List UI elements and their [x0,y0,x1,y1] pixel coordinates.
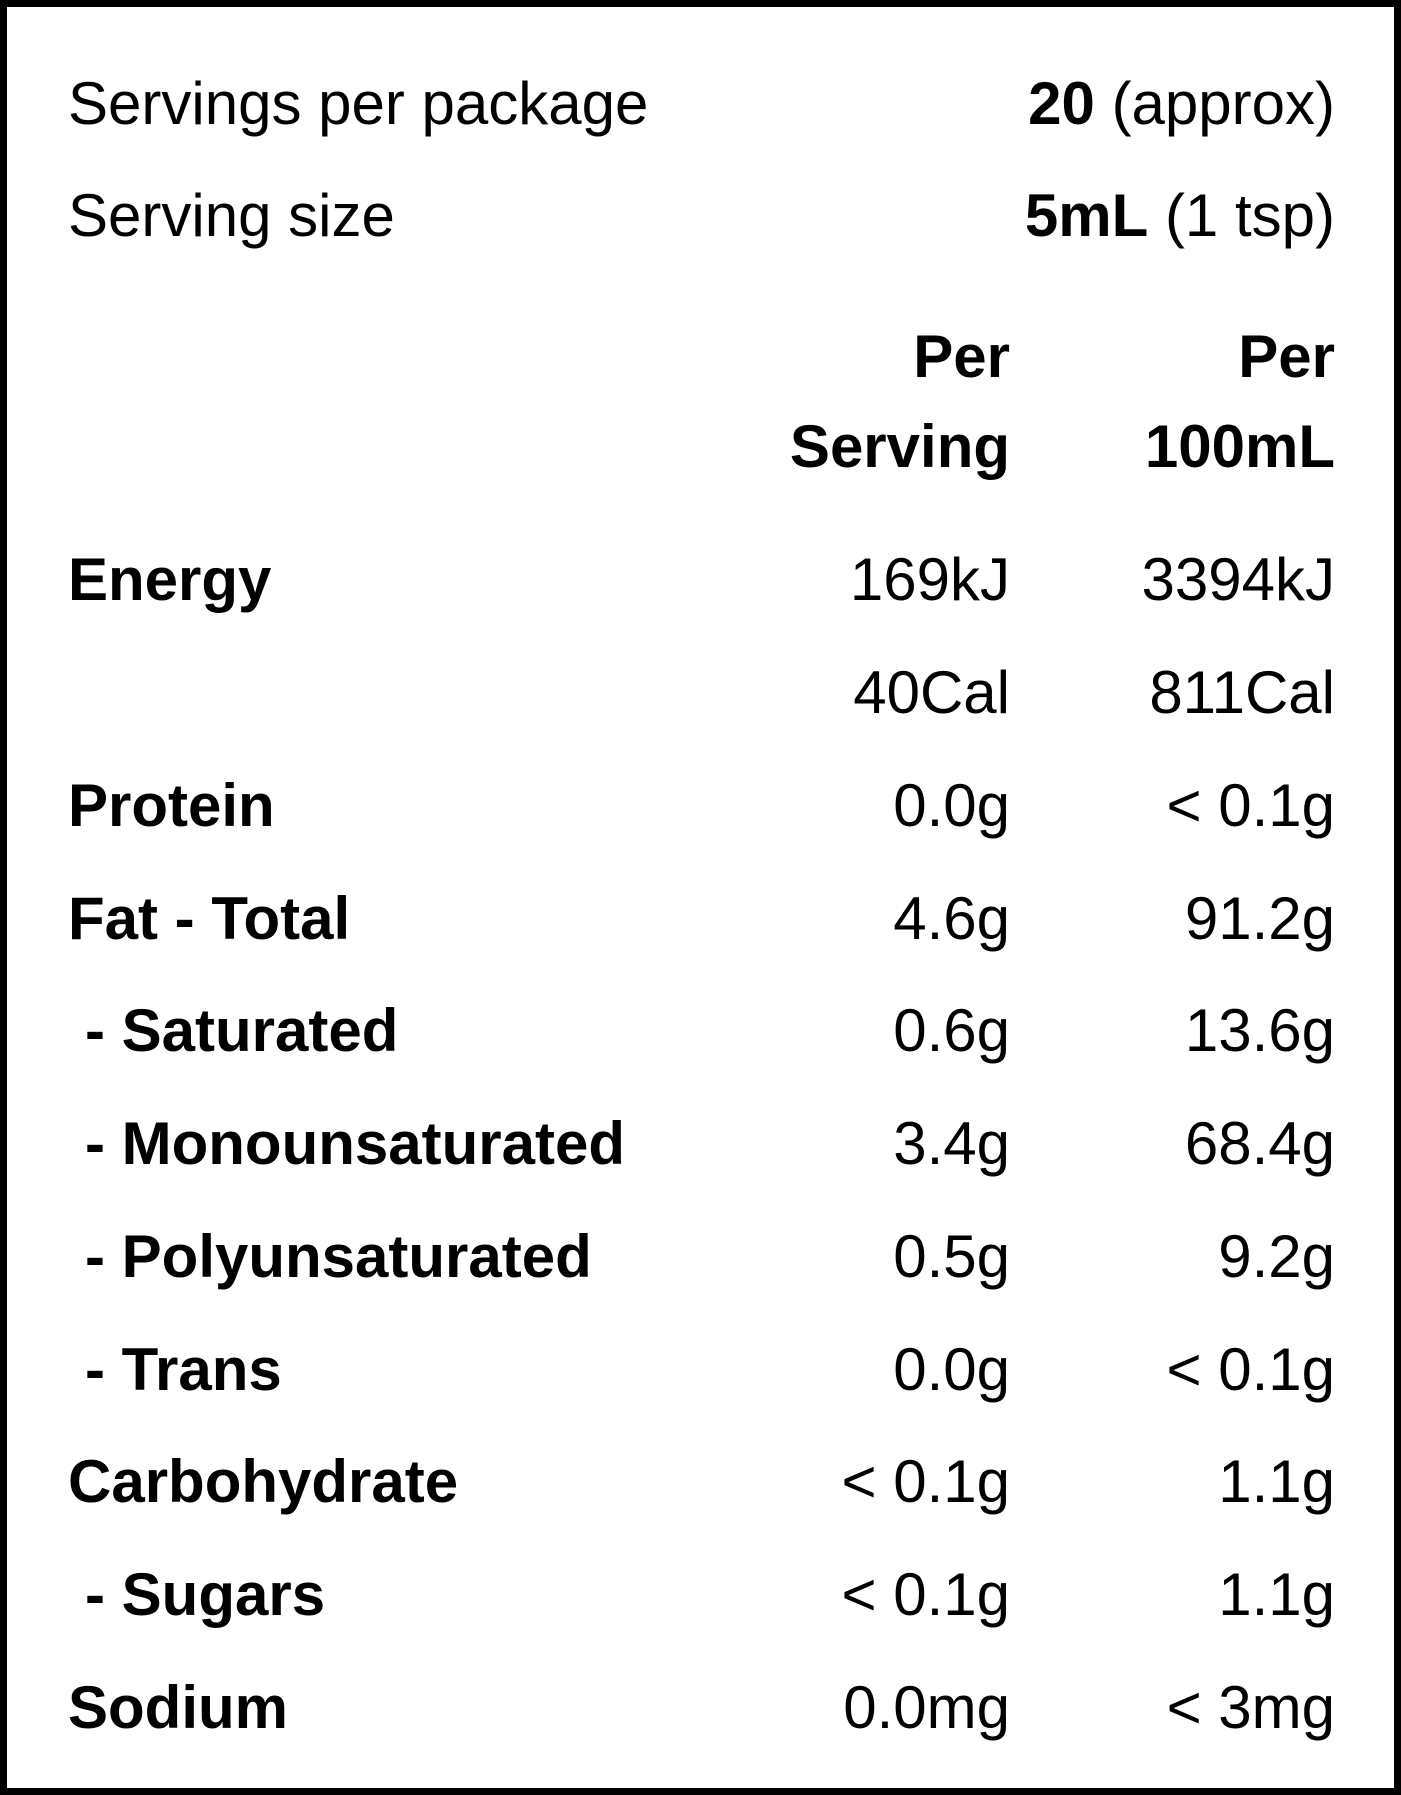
serving-size-note: (1 tsp) [1164,182,1335,249]
per-100ml-header: Per 100mL [1145,312,1335,492]
per-serving-value: 0.0mg [843,1674,1010,1741]
serving-size-amount: 5mL [1024,182,1149,249]
per-100ml-value: < 3mg [1166,1674,1335,1741]
servings-per-package-row: Servings per package 20 (approx) [68,59,1335,149]
nutrient-row-saturated: - Saturated 0.6g 13.6g [68,986,1335,1076]
nutrient-name: - Monounsaturated [85,1110,625,1177]
per-100ml-value: 1.1g [1218,1561,1335,1628]
per-serving-value: 0.5g [893,1223,1010,1290]
per-100ml-value: 1.1g [1218,1448,1335,1515]
servings-count: 20 [1028,70,1095,137]
per-serving-value: 3.4g [893,1110,1010,1177]
nutrient-row-sugars: - Sugars < 0.1g 1.1g [68,1550,1335,1640]
nutrient-name: Energy [68,546,272,613]
nutrient-row-sodium: Sodium 0.0mg < 3mg [68,1663,1335,1753]
nutrient-row-protein: Protein 0.0g < 0.1g [68,761,1335,851]
nutrient-row-energy-kj: Energy 169kJ 3394kJ [68,535,1335,625]
per-100ml-value: 91.2g [1184,885,1335,952]
per-100ml-header-line1: Per [1238,323,1335,390]
nutrient-name: - Trans [85,1336,282,1403]
per-100ml-value: 811Cal [1149,659,1335,726]
serving-size-row: Serving size 5mL (1 tsp) [68,171,1335,261]
nutrient-name: - Sugars [85,1561,326,1628]
serving-size-label: Serving size [68,182,395,249]
nutrient-row-trans: - Trans 0.0g < 0.1g [68,1325,1335,1415]
per-100ml-value: 13.6g [1184,997,1335,1064]
nutrient-name: Fat - Total [68,885,351,952]
per-100ml-header-line2: 100mL [1144,413,1335,480]
per-serving-header-line1: Per [913,323,1010,390]
per-serving-value: 0.6g [893,997,1010,1064]
per-100ml-value: 3394kJ [1141,546,1335,613]
per-serving-value: < 0.1g [841,1561,1011,1628]
nutrient-row-carbohydrate: Carbohydrate < 0.1g 1.1g [68,1437,1335,1527]
serving-size-value: 5mL (1 tsp) [1025,186,1335,246]
nutrient-name: Carbohydrate [68,1448,459,1515]
nutrient-row-fat-total: Fat - Total 4.6g 91.2g [68,874,1335,964]
per-serving-value: 40Cal [853,659,1010,726]
servings-per-package-label: Servings per package [68,70,649,137]
per-serving-value: 169kJ [849,546,1010,613]
per-100ml-value: 9.2g [1218,1223,1335,1290]
nutrient-name: Protein [68,772,275,839]
servings-note: (approx) [1111,70,1335,137]
per-100ml-value: 68.4g [1184,1110,1335,1177]
nutrient-name: - Saturated [85,997,399,1064]
per-serving-value: 0.0g [893,772,1010,839]
nutrient-row-polyunsaturated: - Polyunsaturated 0.5g 9.2g [68,1212,1335,1302]
servings-per-package-value: 20 (approx) [1028,74,1335,134]
per-100ml-value: < 0.1g [1166,772,1336,839]
nutrient-row-monounsaturated: - Monounsaturated 3.4g 68.4g [68,1099,1335,1189]
per-serving-value: < 0.1g [841,1448,1011,1515]
per-serving-value: 0.0g [893,1336,1010,1403]
per-serving-header: Per Serving [790,312,1010,492]
per-serving-value: 4.6g [893,885,1010,952]
nutrient-row-energy-cal: 40Cal 811Cal [68,648,1335,738]
per-100ml-value: < 0.1g [1166,1336,1336,1403]
nutrient-name: - Polyunsaturated [85,1223,592,1290]
nutrient-name: Sodium [68,1674,288,1741]
per-serving-header-line2: Serving [789,413,1010,480]
